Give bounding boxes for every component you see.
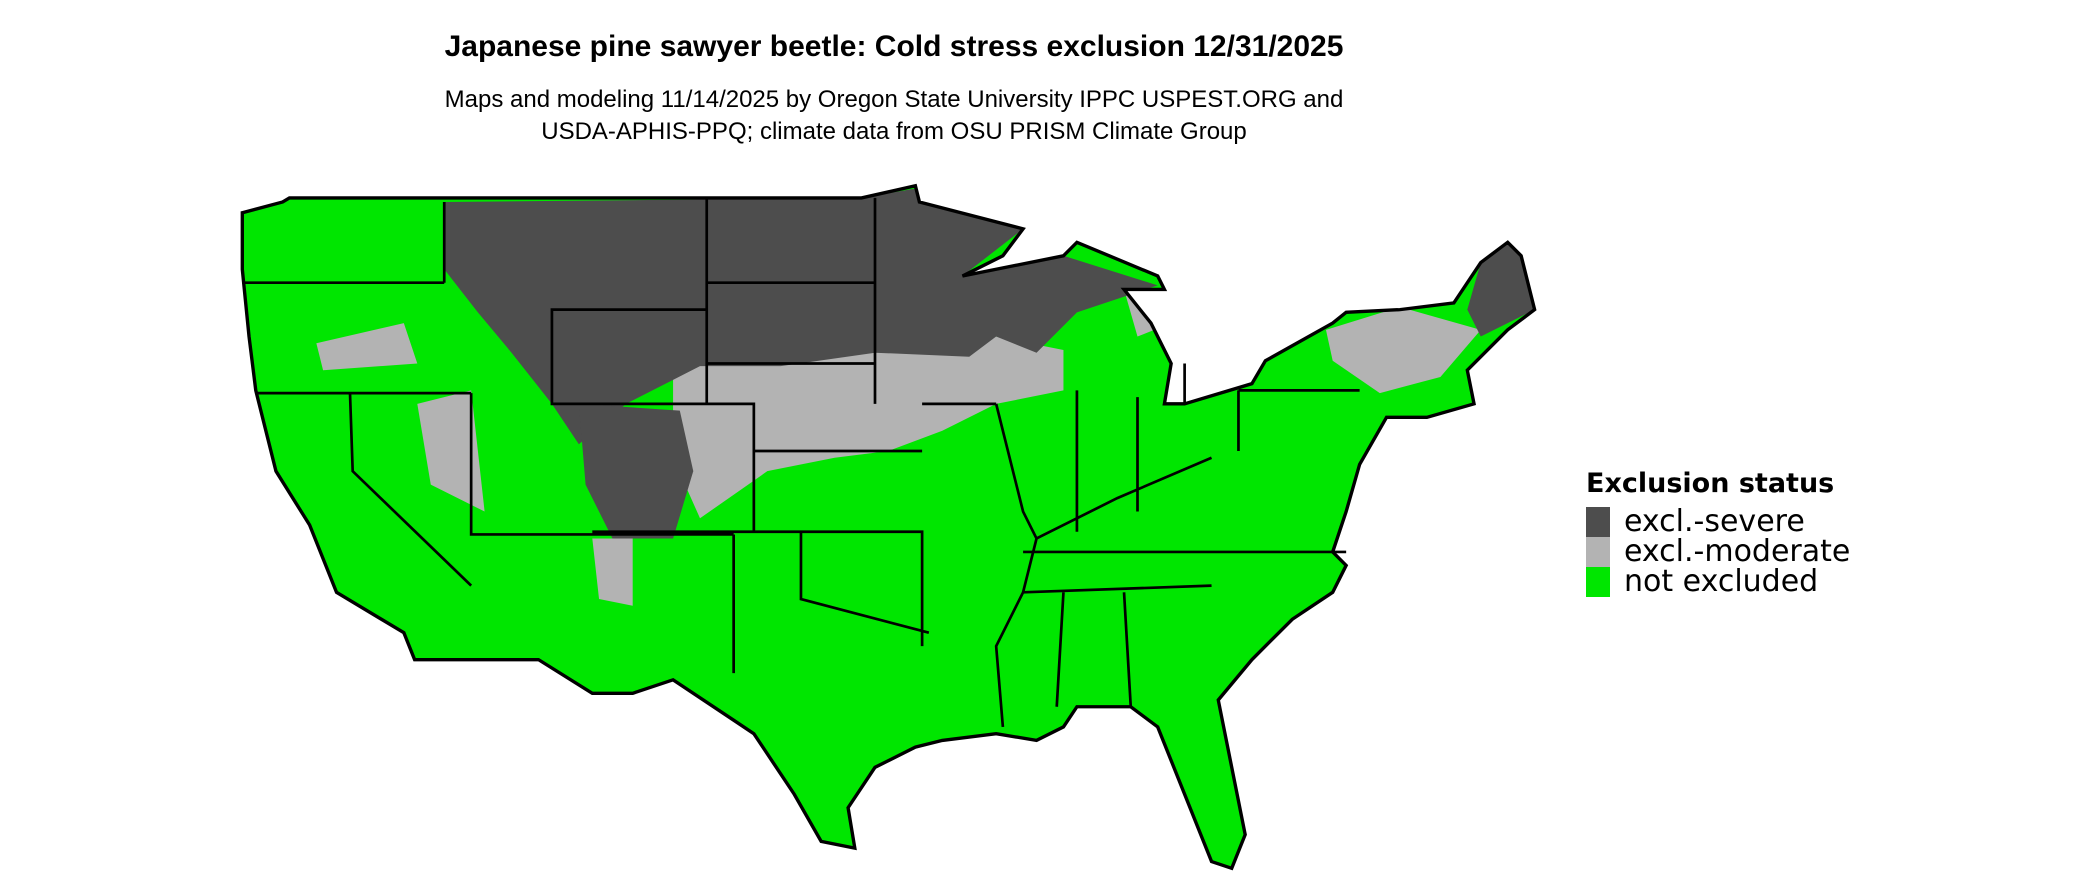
legend-swatch-moderate: [1586, 537, 1610, 567]
legend-label-not-excluded: not excluded: [1624, 564, 1819, 599]
legend-title: Exclusion status: [1586, 468, 1835, 499]
map-subtitle-line-2: USDA-APHIS-PPQ; climate data from OSU PR…: [541, 118, 1247, 145]
legend: Exclusion status excl.-severe excl.-mode…: [1586, 468, 1850, 597]
severe-area-rockies: [578, 403, 694, 539]
severe-area-maine: [1467, 242, 1535, 337]
state-borders: [240, 184, 1537, 870]
legend-swatch-severe: [1586, 507, 1610, 537]
moderate-area-northeast: [1325, 306, 1481, 394]
legend-swatch-not-excluded: [1586, 567, 1610, 597]
moderate-area-west: [316, 323, 633, 606]
legend-item-not-excluded: not excluded: [1586, 567, 1850, 597]
legend-item-moderate: excl.-moderate: [1586, 537, 1850, 567]
moderate-area-plains: [673, 336, 1064, 519]
legend-item-severe: excl.-severe: [1586, 507, 1850, 537]
legend-label-severe: excl.-severe: [1624, 504, 1805, 539]
map-subtitle-line-1: Maps and modeling 11/14/2025 by Oregon S…: [444, 86, 1344, 113]
legend-label-moderate: excl.-moderate: [1624, 534, 1851, 569]
severe-area-north: [444, 188, 1158, 445]
map-title: Japanese pine sawyer beetle: Cold stress…: [444, 30, 1344, 63]
